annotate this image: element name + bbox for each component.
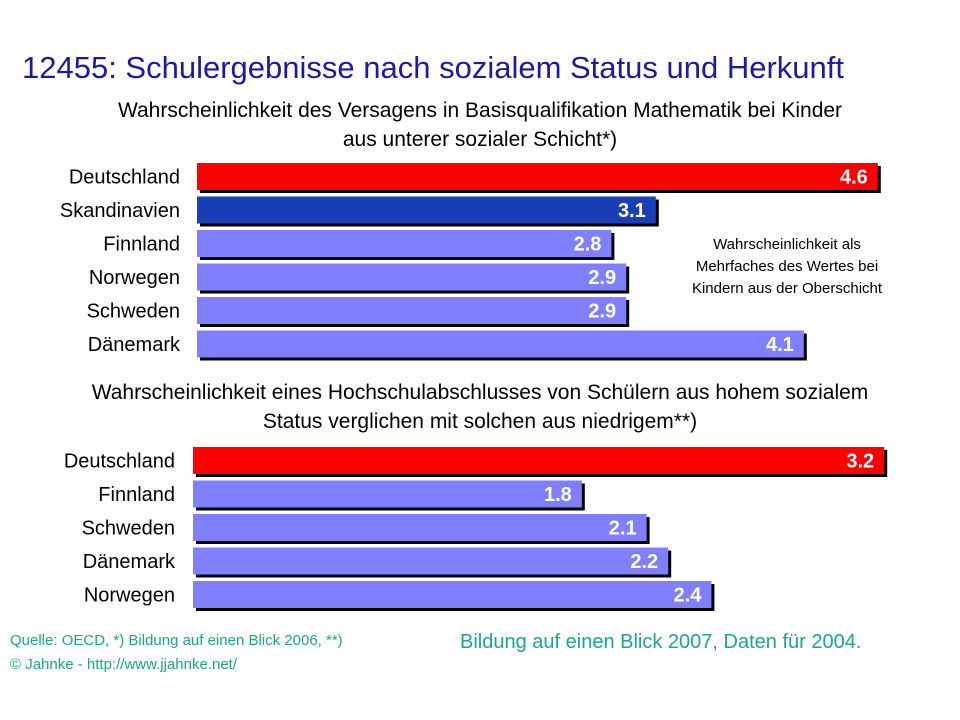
bar [197, 230, 612, 257]
category-label: Finnland [103, 234, 180, 256]
value-label: 1.8 [544, 484, 572, 506]
bar [193, 447, 885, 474]
bar [193, 480, 582, 508]
value-label: 4.6 [840, 167, 868, 189]
value-label: 4.1 [766, 334, 794, 356]
copyright-link[interactable]: © Jahnke - http://www.jjahnke.net/ [10, 656, 237, 673]
chart1-title-block: Wahrscheinlichkeit des Versagens in Basi… [0, 96, 960, 154]
chart1-annotation: Wahrscheinlichkeit als Mehrfaches des We… [662, 234, 912, 300]
value-label: 2.9 [588, 301, 616, 323]
chart2-title: Wahrscheinlichkeit eines Hochschulabschl… [91, 381, 869, 404]
chart2-title-block: Wahrscheinlichkeit eines Hochschulabschl… [0, 378, 960, 436]
category-label: Norwegen [89, 267, 180, 289]
page-title: 12455: Schulergebnisse nach sozialem Sta… [22, 50, 844, 85]
category-label: Skandinavien [60, 200, 180, 222]
value-label: 2.1 [609, 518, 637, 540]
bar [193, 581, 712, 608]
category-label: Dänemark [88, 334, 181, 356]
chart1-subtitle: aus unterer sozialer Schicht*) [342, 128, 618, 151]
value-label: 2.2 [630, 551, 658, 573]
bar [197, 263, 627, 291]
annotation-line: Wahrscheinlichkeit als [713, 236, 861, 253]
chart1-title: Wahrscheinlichkeit des Versagens in Basi… [117, 99, 843, 122]
value-label: 2.4 [674, 585, 703, 607]
category-label: Norwegen [84, 585, 175, 607]
category-label: Deutschland [64, 451, 175, 473]
chart2-subtitle: Status verglichen mit solchen aus niedri… [262, 410, 698, 433]
bar [193, 514, 647, 541]
source-note-right: Bildung auf einen Blick 2007, Daten für … [460, 631, 862, 653]
value-label: 3.2 [846, 451, 874, 473]
bar [197, 330, 804, 358]
value-label: 3.1 [618, 200, 646, 222]
bar [197, 297, 627, 324]
category-label: Deutschland [69, 167, 180, 189]
annotation-line: Mehrfaches des Wertes bei [695, 258, 879, 275]
bar [193, 547, 669, 575]
bar [197, 163, 878, 190]
value-label: 2.9 [588, 267, 616, 289]
bar [197, 196, 656, 224]
category-label: Dänemark [83, 551, 176, 573]
category-label: Finnland [98, 484, 175, 506]
source-note: Quelle: OECD, *) Bildung auf einen Blick… [10, 632, 343, 649]
category-label: Schweden [87, 301, 180, 323]
category-label: Schweden [82, 518, 175, 540]
annotation-line: Kindern aus der Oberschicht [691, 280, 883, 297]
value-label: 2.8 [574, 234, 602, 256]
